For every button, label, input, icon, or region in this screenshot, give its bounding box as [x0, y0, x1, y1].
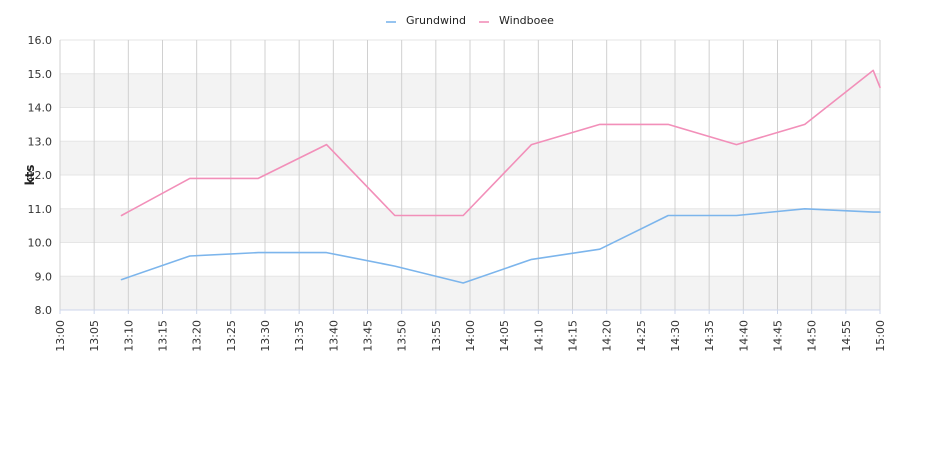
- y-tick-label: 9.0: [35, 270, 53, 283]
- x-tick-label: 13:40: [327, 320, 340, 352]
- x-tick-label: 13:30: [259, 320, 272, 352]
- x-tick-label: 14:15: [567, 320, 580, 352]
- x-tick-label: 13:20: [191, 320, 204, 352]
- series-line-windboee: [120, 69, 881, 217]
- x-tick-label: 13:50: [396, 320, 409, 352]
- x-tick-label: 14:35: [703, 320, 716, 352]
- y-axis: 8.0 9.0 10.0 11.0 12.0 13.0 14.0 15.0 16.0: [28, 34, 53, 317]
- x-tick-label: 13:10: [122, 320, 135, 352]
- y-tick-label: 12.0: [28, 169, 53, 182]
- legend-label-grundwind: Grundwind: [406, 14, 466, 27]
- y-tick-label: 15.0: [28, 68, 53, 81]
- x-tick-label: 13:00: [54, 320, 67, 352]
- x-tick-label: 14:20: [601, 320, 614, 352]
- y-tick-label: 13.0: [28, 135, 53, 148]
- x-tick-label: 14:55: [840, 320, 853, 352]
- y-tick-label: 16.0: [28, 34, 53, 47]
- x-tick-label: 15:00: [874, 320, 887, 352]
- x-tick-label: 14:00: [464, 320, 477, 352]
- y-tick-label: 14.0: [28, 102, 53, 115]
- legend-label-windboee: Windboee: [499, 14, 554, 27]
- x-tick-label: 14:50: [806, 320, 819, 352]
- x-tick-label: 13:25: [225, 320, 238, 352]
- x-tick-label: 14:30: [669, 320, 682, 352]
- series-line-grundwind: [120, 208, 881, 284]
- y-tick-label: 8.0: [35, 304, 53, 317]
- y-axis-title: kts: [23, 165, 37, 186]
- x-tick-label: 13:35: [293, 320, 306, 352]
- x-tick-label: 14:25: [635, 320, 648, 352]
- x-axis: 13:00 13:05 13:10 13:15 13:20 13:25 13:30 13:35…: [54, 309, 887, 352]
- y-tick-label: 10.0: [28, 237, 53, 250]
- x-tick-label: 14:05: [498, 320, 511, 352]
- x-tick-label: 13:05: [88, 320, 101, 352]
- x-tick-label: 13:45: [362, 320, 375, 352]
- x-tick-label: 14:45: [772, 320, 785, 352]
- x-tick-label: 13:15: [157, 320, 170, 352]
- x-tick-label: 14:40: [737, 320, 750, 352]
- x-tick-label: 14:10: [532, 320, 545, 352]
- legend: Grundwind Windboee: [386, 14, 554, 27]
- y-tick-label: 11.0: [28, 203, 53, 216]
- x-tick-label: 13:55: [430, 320, 443, 352]
- series-lines: [120, 69, 881, 284]
